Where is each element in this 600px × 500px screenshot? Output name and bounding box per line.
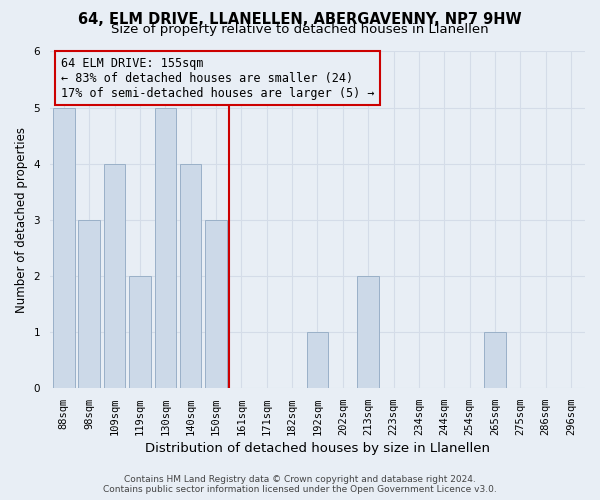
Text: Size of property relative to detached houses in Llanellen: Size of property relative to detached ho… <box>111 22 489 36</box>
Bar <box>53 108 74 388</box>
Y-axis label: Number of detached properties: Number of detached properties <box>15 126 28 312</box>
Bar <box>79 220 100 388</box>
Bar <box>180 164 202 388</box>
Bar <box>358 276 379 388</box>
Text: 64 ELM DRIVE: 155sqm
← 83% of detached houses are smaller (24)
17% of semi-detac: 64 ELM DRIVE: 155sqm ← 83% of detached h… <box>61 56 374 100</box>
Text: 64, ELM DRIVE, LLANELLEN, ABERGAVENNY, NP7 9HW: 64, ELM DRIVE, LLANELLEN, ABERGAVENNY, N… <box>78 12 522 28</box>
Bar <box>155 108 176 388</box>
Text: Contains HM Land Registry data © Crown copyright and database right 2024.
Contai: Contains HM Land Registry data © Crown c… <box>103 474 497 494</box>
Bar <box>484 332 506 388</box>
Bar <box>104 164 125 388</box>
Bar <box>307 332 328 388</box>
X-axis label: Distribution of detached houses by size in Llanellen: Distribution of detached houses by size … <box>145 442 490 455</box>
Bar <box>129 276 151 388</box>
Bar <box>205 220 227 388</box>
